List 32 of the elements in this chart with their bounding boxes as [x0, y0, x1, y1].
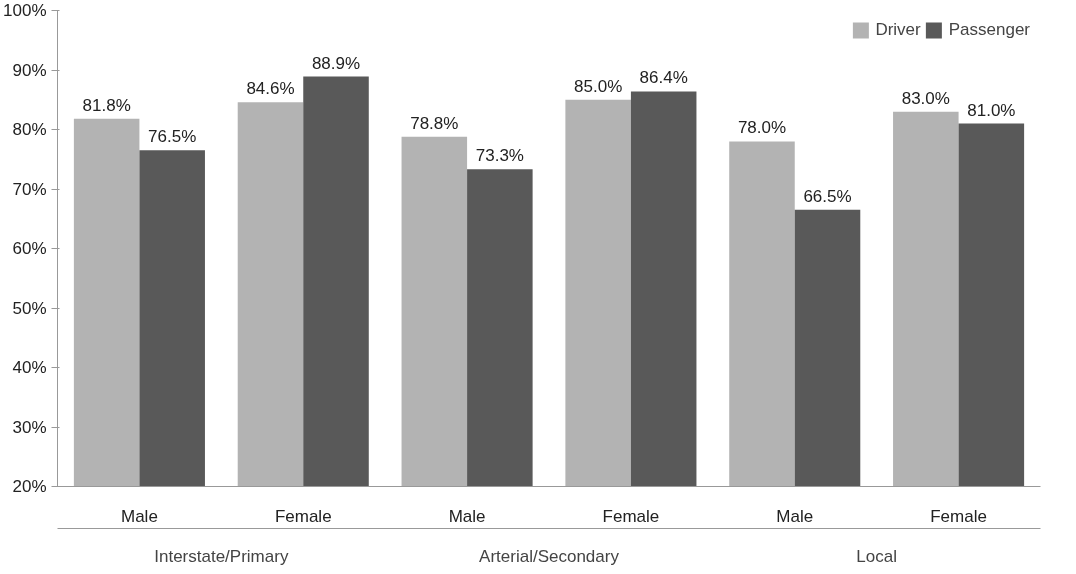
text: Local	[856, 546, 897, 566]
x-tick-label: Female	[274, 506, 332, 526]
legend-label: Driver	[875, 20, 921, 40]
x-tick-label: Male	[448, 506, 486, 526]
y-tick-label: 20%	[12, 477, 47, 496]
y-tick-label: 70%	[12, 179, 47, 199]
text: Arterial/Secondary	[479, 546, 620, 566]
data-label: 84.6%	[246, 79, 295, 99]
data-label: 81.8%	[82, 95, 131, 115]
data-label: 73.3%	[475, 146, 524, 166]
data-label: 66.5%	[803, 186, 852, 206]
data-label: 81.0%	[967, 100, 1016, 120]
x-tick-label: Male	[776, 506, 814, 526]
data-label: 86.4%	[639, 68, 688, 88]
x-tick-label: Female	[930, 506, 987, 526]
y-tick-label: 40%	[12, 358, 47, 377]
legend-label: Passenger	[948, 20, 1030, 40]
x-tick-label: Male	[120, 506, 158, 526]
y-tick-label: 80%	[12, 120, 47, 139]
data-label: 78.8%	[410, 113, 459, 133]
y-tick-label: 90%	[12, 60, 47, 80]
x-tick-label: Female	[602, 506, 660, 526]
data-label: 78.0%	[737, 118, 787, 138]
y-tick-label: 60%	[12, 239, 47, 258]
text: Interstate/Primary	[154, 546, 289, 566]
data-label: 85.0%	[574, 76, 623, 96]
y-tick-label: 30%	[12, 417, 47, 437]
data-label: 83.0%	[901, 88, 950, 108]
y-tick-label: 100%	[3, 1, 47, 20]
data-label: 88.9%	[311, 53, 361, 73]
y-tick-label: 50%	[12, 298, 47, 318]
data-label: 76.5%	[148, 127, 197, 147]
